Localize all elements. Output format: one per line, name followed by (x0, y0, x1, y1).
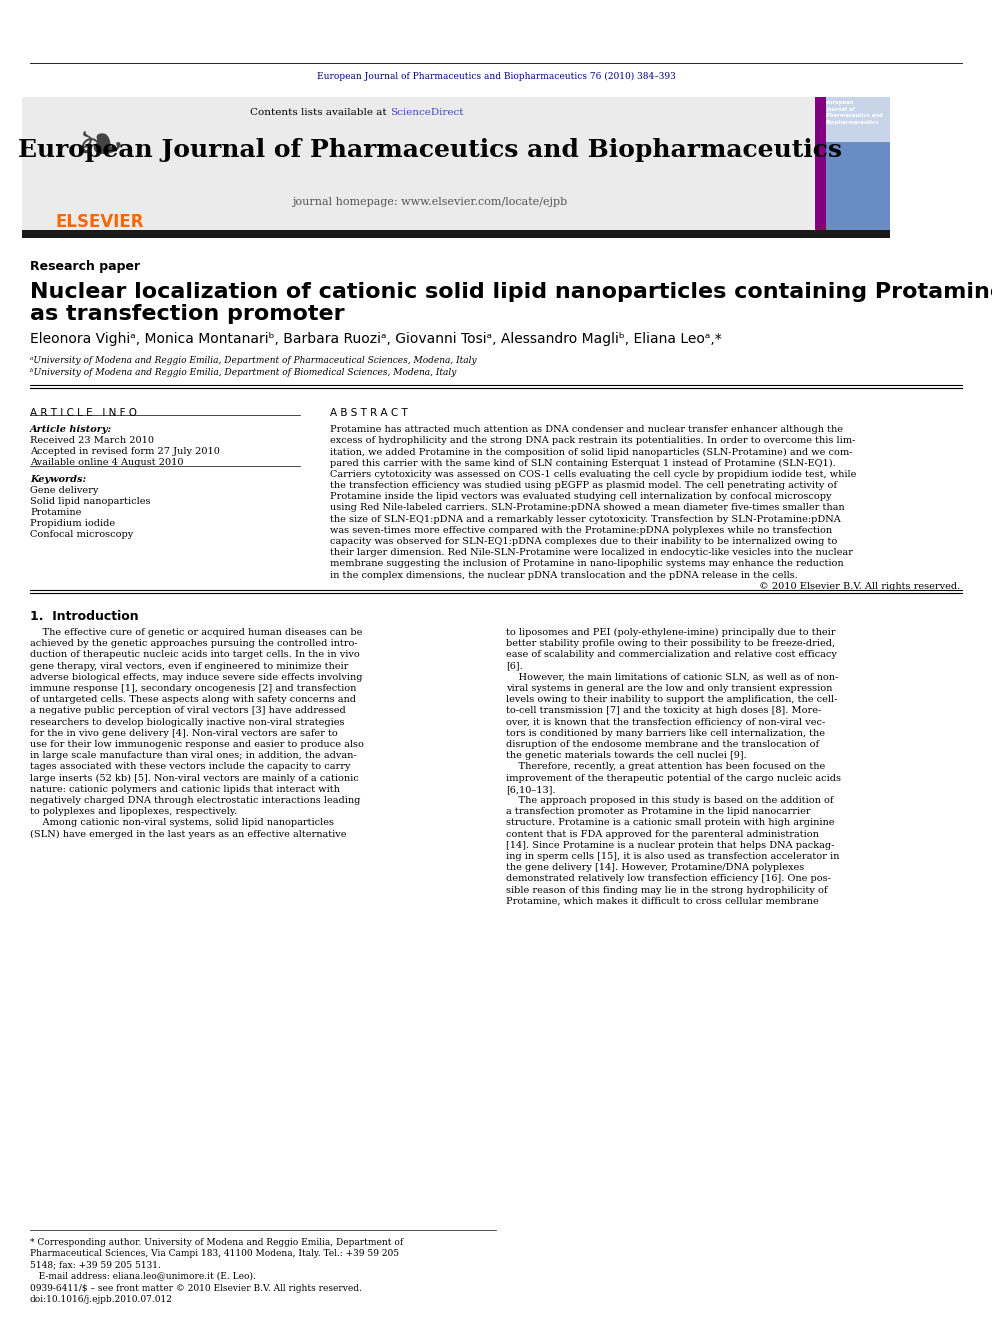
Text: Article history:: Article history: (30, 425, 112, 434)
Text: researchers to develop biologically inactive non-viral strategies: researchers to develop biologically inac… (30, 717, 344, 726)
Text: ❧: ❧ (75, 119, 124, 176)
Text: Accepted in revised form 27 July 2010: Accepted in revised form 27 July 2010 (30, 447, 220, 456)
Text: demonstrated relatively low transfection efficiency [16]. One pos-: demonstrated relatively low transfection… (506, 875, 831, 884)
Text: Propidium iodide: Propidium iodide (30, 519, 115, 528)
FancyBboxPatch shape (22, 230, 890, 238)
Text: the genetic materials towards the cell nuclei [9].: the genetic materials towards the cell n… (506, 751, 747, 761)
Text: Protamine inside the lipid vectors was evaluated studying cell internalization b: Protamine inside the lipid vectors was e… (330, 492, 831, 501)
Text: ᵃUniversity of Modena and Reggio Emilia, Department of Pharmaceutical Sciences, : ᵃUniversity of Modena and Reggio Emilia,… (30, 356, 476, 365)
Text: A R T I C L E   I N F O: A R T I C L E I N F O (30, 407, 137, 418)
Text: ᵇUniversity of Modena and Reggio Emilia, Department of Biomedical Sciences, Mode: ᵇUniversity of Modena and Reggio Emilia,… (30, 368, 456, 377)
Text: Gene delivery: Gene delivery (30, 486, 98, 495)
Text: Pharmaceutical Sciences, Via Campi 183, 41100 Modena, Italy. Tel.: +39 59 205: Pharmaceutical Sciences, Via Campi 183, … (30, 1249, 399, 1258)
Text: adverse biological effects, may induce severe side effects involving: adverse biological effects, may induce s… (30, 673, 362, 681)
Text: excess of hydrophilicity and the strong DNA pack restrain its potentialities. In: excess of hydrophilicity and the strong … (330, 437, 855, 446)
Text: (SLN) have emerged in the last years as an effective alternative: (SLN) have emerged in the last years as … (30, 830, 346, 839)
Text: 1.  Introduction: 1. Introduction (30, 610, 139, 623)
Text: ease of scalability and commercialization and relative cost efficacy: ease of scalability and commercializatio… (506, 651, 837, 659)
Text: the transfection efficiency was studied using pEGFP as plasmid model. The cell p: the transfection efficiency was studied … (330, 482, 837, 490)
Text: in large scale manufacture than viral ones; in addition, the advan-: in large scale manufacture than viral on… (30, 751, 357, 761)
Text: tages associated with these vectors include the capacity to carry: tages associated with these vectors incl… (30, 762, 350, 771)
Text: The approach proposed in this study is based on the addition of: The approach proposed in this study is b… (506, 796, 833, 804)
Text: structure. Protamine is a cationic small protein with high arginine: structure. Protamine is a cationic small… (506, 819, 834, 827)
Text: sible reason of this finding may lie in the strong hydrophilicity of: sible reason of this finding may lie in … (506, 885, 827, 894)
FancyBboxPatch shape (815, 97, 890, 230)
Text: disruption of the endosome membrane and the translocation of: disruption of the endosome membrane and … (506, 740, 819, 749)
Text: Solid lipid nanoparticles: Solid lipid nanoparticles (30, 497, 151, 505)
Text: tors is conditioned by many barriers like cell internalization, the: tors is conditioned by many barriers lik… (506, 729, 825, 738)
Text: E-mail address: eliana.leo@unimore.it (E. Leo).: E-mail address: eliana.leo@unimore.it (E… (30, 1271, 256, 1279)
Text: [14]. Since Protamine is a nuclear protein that helps DNA packag-: [14]. Since Protamine is a nuclear prote… (506, 841, 834, 849)
Text: nature: cationic polymers and cationic lipids that interact with: nature: cationic polymers and cationic l… (30, 785, 340, 794)
Text: Contents lists available at: Contents lists available at (250, 108, 390, 116)
Text: [6].: [6]. (506, 662, 523, 671)
Text: of untargeted cells. These aspects along with safety concerns and: of untargeted cells. These aspects along… (30, 695, 356, 704)
Text: European Journal of Pharmaceutics and Biopharmaceutics: European Journal of Pharmaceutics and Bi… (18, 138, 842, 161)
Text: immune response [1], secondary oncogenesis [2] and transfection: immune response [1], secondary oncogenes… (30, 684, 356, 693)
Text: gene therapy, viral vectors, even if engineered to minimize their: gene therapy, viral vectors, even if eng… (30, 662, 348, 671)
Text: the gene delivery [14]. However, Protamine/DNA polyplexes: the gene delivery [14]. However, Protami… (506, 863, 805, 872)
FancyBboxPatch shape (815, 97, 890, 142)
Text: 5148; fax: +39 59 205 5131.: 5148; fax: +39 59 205 5131. (30, 1259, 161, 1269)
Text: viral systems in general are the low and only transient expression: viral systems in general are the low and… (506, 684, 832, 693)
Text: the size of SLN-EQ1:pDNA and a remarkably lesser cytotoxicity. Transfection by S: the size of SLN-EQ1:pDNA and a remarkabl… (330, 515, 841, 524)
Text: doi:10.1016/j.ejpb.2010.07.012: doi:10.1016/j.ejpb.2010.07.012 (30, 1295, 173, 1304)
Text: european
journal of
Pharmaceutics and
Biopharmaceutics: european journal of Pharmaceutics and Bi… (826, 101, 883, 124)
Text: better stability profile owing to their possibility to be freeze-dried,: better stability profile owing to their … (506, 639, 835, 648)
Text: ScienceDirect: ScienceDirect (390, 108, 463, 116)
Text: However, the main limitations of cationic SLN, as well as of non-: However, the main limitations of cationi… (506, 673, 838, 681)
Text: levels owing to their inability to support the amplification, the cell-: levels owing to their inability to suppo… (506, 695, 837, 704)
Text: improvement of the therapeutic potential of the cargo nucleic acids: improvement of the therapeutic potential… (506, 774, 841, 783)
Text: journal homepage: www.elsevier.com/locate/ejpb: journal homepage: www.elsevier.com/locat… (293, 197, 567, 206)
Text: © 2010 Elsevier B.V. All rights reserved.: © 2010 Elsevier B.V. All rights reserved… (759, 582, 960, 591)
Text: Available online 4 August 2010: Available online 4 August 2010 (30, 458, 184, 467)
Text: negatively charged DNA through electrostatic interactions leading: negatively charged DNA through electrost… (30, 796, 360, 804)
Text: large inserts (52 kb) [5]. Non-viral vectors are mainly of a cationic: large inserts (52 kb) [5]. Non-viral vec… (30, 774, 359, 783)
Text: content that is FDA approved for the parenteral administration: content that is FDA approved for the par… (506, 830, 818, 839)
Text: Protamine, which makes it difficult to cross cellular membrane: Protamine, which makes it difficult to c… (506, 897, 818, 906)
Text: capacity was observed for SLN-EQ1:pDNA complexes due to their inability to be in: capacity was observed for SLN-EQ1:pDNA c… (330, 537, 837, 546)
Text: Carriers cytotoxicity was assessed on COS-1 cells evaluating the cell cycle by p: Carriers cytotoxicity was assessed on CO… (330, 470, 856, 479)
Text: pared this carrier with the same kind of SLN containing Esterquat 1 instead of P: pared this carrier with the same kind of… (330, 459, 835, 468)
Text: The effective cure of genetic or acquired human diseases can be: The effective cure of genetic or acquire… (30, 628, 362, 636)
Text: ing in sperm cells [15], it is also used as transfection accelerator in: ing in sperm cells [15], it is also used… (506, 852, 839, 861)
FancyBboxPatch shape (815, 97, 826, 230)
Text: Protamine has attracted much attention as DNA condenser and nuclear transfer enh: Protamine has attracted much attention a… (330, 425, 843, 434)
Text: was seven-times more effective compared with the Protamine:pDNA polyplexes while: was seven-times more effective compared … (330, 525, 832, 534)
Text: to-cell transmission [7] and the toxicity at high doses [8]. More-: to-cell transmission [7] and the toxicit… (506, 706, 821, 716)
Text: a negative public perception of viral vectors [3] have addressed: a negative public perception of viral ve… (30, 706, 346, 716)
FancyBboxPatch shape (22, 97, 890, 230)
Text: as transfection promoter: as transfection promoter (30, 304, 344, 324)
Text: using Red Nile-labeled carriers. SLN-Protamine:pDNA showed a mean diameter five-: using Red Nile-labeled carriers. SLN-Pro… (330, 503, 844, 512)
Text: 0939-6411/$ – see front matter © 2010 Elsevier B.V. All rights reserved.: 0939-6411/$ – see front matter © 2010 El… (30, 1285, 362, 1293)
Text: membrane suggesting the inclusion of Protamine in nano-lipophilic systems may en: membrane suggesting the inclusion of Pro… (330, 560, 843, 569)
Text: their larger dimension. Red Nile-SLN-Protamine were localized in endocytic-like : their larger dimension. Red Nile-SLN-Pro… (330, 548, 853, 557)
Text: * Corresponding author. University of Modena and Reggio Emilia, Department of: * Corresponding author. University of Mo… (30, 1238, 403, 1248)
Text: to polyplexes and lipoplexes, respectively.: to polyplexes and lipoplexes, respective… (30, 807, 237, 816)
FancyBboxPatch shape (815, 142, 890, 230)
Text: Protamine: Protamine (30, 508, 81, 517)
Text: ELSEVIER: ELSEVIER (56, 213, 144, 232)
Text: to liposomes and PEI (poly-ethylene-imine) principally due to their: to liposomes and PEI (poly-ethylene-imin… (506, 628, 835, 638)
Text: Research paper: Research paper (30, 261, 140, 273)
Text: achieved by the genetic approaches pursuing the controlled intro-: achieved by the genetic approaches pursu… (30, 639, 358, 648)
Text: [6,10–13].: [6,10–13]. (506, 785, 556, 794)
Text: a transfection promoter as Protamine in the lipid nanocarrier: a transfection promoter as Protamine in … (506, 807, 810, 816)
Text: A B S T R A C T: A B S T R A C T (330, 407, 408, 418)
Text: itation, we added Protamine in the composition of solid lipid nanoparticles (SLN: itation, we added Protamine in the compo… (330, 447, 852, 456)
Text: Confocal microscopy: Confocal microscopy (30, 531, 133, 538)
Text: over, it is known that the transfection efficiency of non-viral vec-: over, it is known that the transfection … (506, 717, 825, 726)
Text: Among cationic non-viral systems, solid lipid nanoparticles: Among cationic non-viral systems, solid … (30, 819, 334, 827)
Text: Received 23 March 2010: Received 23 March 2010 (30, 437, 154, 445)
Text: Keywords:: Keywords: (30, 475, 86, 484)
Text: European Journal of Pharmaceutics and Biopharmaceutics 76 (2010) 384–393: European Journal of Pharmaceutics and Bi… (316, 71, 676, 81)
Text: Eleonora Vighiᵃ, Monica Montanariᵇ, Barbara Ruoziᵃ, Giovanni Tosiᵃ, Alessandro M: Eleonora Vighiᵃ, Monica Montanariᵇ, Barb… (30, 332, 722, 347)
Text: use for their low immunogenic response and easier to produce also: use for their low immunogenic response a… (30, 740, 364, 749)
Text: Nuclear localization of cationic solid lipid nanoparticles containing Protamine: Nuclear localization of cationic solid l… (30, 282, 992, 302)
Text: in the complex dimensions, the nuclear pDNA translocation and the pDNA release i: in the complex dimensions, the nuclear p… (330, 570, 798, 579)
Text: Therefore, recently, a great attention has been focused on the: Therefore, recently, a great attention h… (506, 762, 825, 771)
Text: duction of therapeutic nucleic acids into target cells. In the in vivo: duction of therapeutic nucleic acids int… (30, 651, 360, 659)
Text: for the in vivo gene delivery [4]. Non-viral vectors are safer to: for the in vivo gene delivery [4]. Non-v… (30, 729, 337, 738)
